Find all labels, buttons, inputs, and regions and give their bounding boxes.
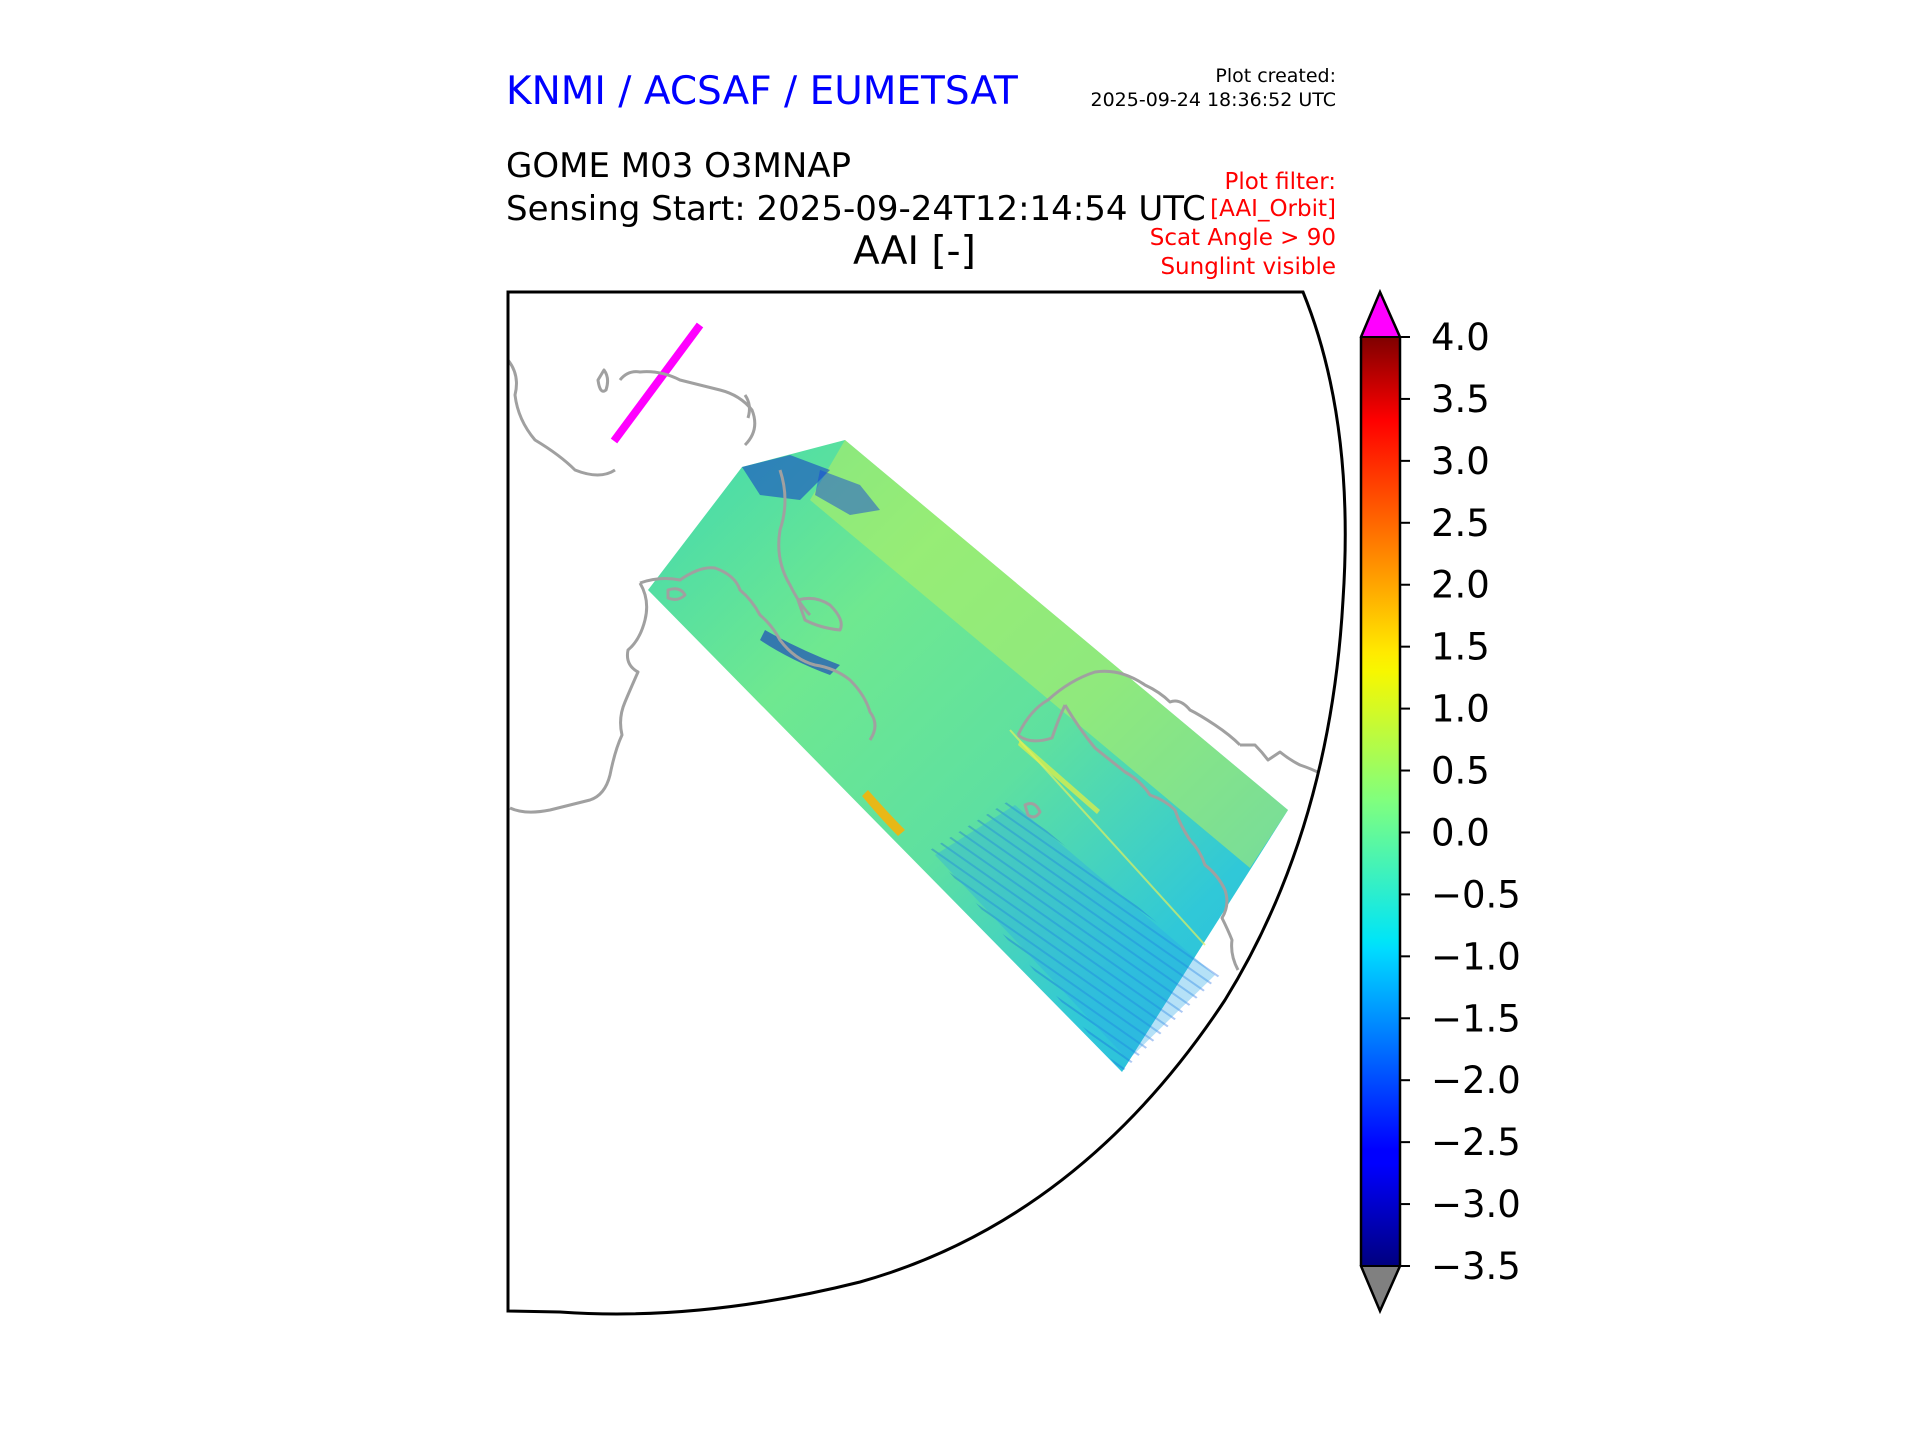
colorbar-tick-label: 3.0 (1431, 440, 1490, 483)
colorbar-tick-label: 0.0 (1431, 811, 1490, 854)
colorbar-tick-label: −2.5 (1431, 1121, 1521, 1164)
colorbar-gradient (1361, 337, 1400, 1266)
colorbar: 4.0 3.5 3.0 2.5 2.0 1.5 1.0 0.5 0.0 −0.5 −1.0 −1.5 −… (1359, 288, 1521, 1315)
colorbar-tick-label: 3.5 (1431, 378, 1490, 421)
colorbar-tick-label: −3.5 (1431, 1245, 1521, 1288)
plot-filter-line-1: [AAI_Orbit] (1210, 196, 1336, 222)
colorbar-tick-label: 2.5 (1431, 502, 1490, 545)
plot-filter-line-2: Scat Angle > 90 (1149, 225, 1336, 251)
colorbar-tick-label: 2.0 (1431, 564, 1490, 607)
colorbar-tick-label: −2.0 (1431, 1059, 1521, 1102)
product-name: GOME M03 O3MNAP (506, 146, 852, 186)
colorbar-tick-label: −0.5 (1431, 873, 1521, 916)
variable-title: AAI [-] (853, 229, 976, 274)
plot-filter-line-3: Sunglint visible (1160, 254, 1336, 280)
plot-created-time: 2025-09-24 18:36:52 UTC (1090, 89, 1337, 111)
plot-filter-label: Plot filter: (1224, 169, 1336, 195)
colorbar-tick-label: 1.5 (1431, 626, 1490, 669)
colorbar-tick-label: 0.5 (1431, 750, 1490, 793)
map-boundary (506, 290, 1347, 1316)
organisation-title: KNMI / ACSAF / EUMETSAT (506, 69, 1018, 114)
colorbar-tick-label: 1.0 (1431, 688, 1490, 731)
flagged-track (610, 322, 704, 444)
colorbar-tick-label: −3.0 (1431, 1183, 1521, 1226)
sensing-start: Sensing Start: 2025-09-24T12:14:54 UTC (506, 189, 1206, 229)
plot-created-label: Plot created: (1215, 65, 1336, 87)
map-area (508, 292, 1346, 1314)
colorbar-tick-label: −1.5 (1431, 997, 1521, 1040)
colorbar-tick-label: −1.0 (1431, 935, 1521, 978)
colorbar-tick-label: 4.0 (1431, 316, 1490, 359)
colorbar-ticks: 4.0 3.5 3.0 2.5 2.0 1.5 1.0 0.5 0.0 −0.5 −1.0 −1.5 −… (1400, 316, 1521, 1288)
colorbar-under-triangle (1359, 1265, 1402, 1314)
colorbar-over-triangle (1359, 289, 1402, 338)
